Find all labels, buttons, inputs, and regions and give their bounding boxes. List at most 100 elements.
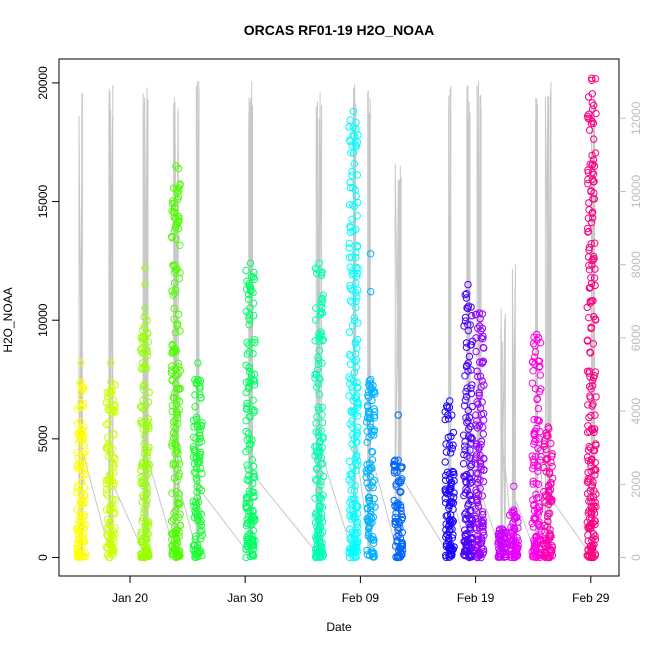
- data-point: [506, 553, 514, 561]
- data-point: [588, 297, 596, 305]
- data-point: [103, 524, 112, 532]
- data-point: [585, 523, 594, 531]
- data-point: [250, 472, 258, 480]
- data-point: [173, 185, 181, 193]
- data-point: [443, 530, 451, 539]
- data-point: [531, 543, 539, 552]
- data-point: [370, 476, 378, 485]
- data-point: [314, 360, 322, 368]
- data-point: [586, 283, 594, 292]
- data-point: [175, 397, 184, 406]
- data-point: [353, 378, 361, 387]
- data-point: [77, 546, 86, 554]
- data-point: [447, 449, 455, 457]
- data-point-outlier: [367, 250, 375, 258]
- data-point: [145, 425, 153, 433]
- data-point: [196, 434, 204, 443]
- data-point: [246, 552, 255, 561]
- data-point: [175, 406, 183, 414]
- data-point: [585, 110, 593, 119]
- data-point: [168, 402, 177, 410]
- data-point: [176, 384, 184, 393]
- data-point: [242, 553, 250, 562]
- data-point: [174, 419, 182, 428]
- data-point: [77, 417, 85, 425]
- data-point: [348, 408, 357, 417]
- data-point: [107, 502, 115, 510]
- data-point: [78, 386, 87, 394]
- data-point: [461, 446, 469, 454]
- data-point-max: [77, 378, 85, 386]
- data-point: [467, 434, 475, 442]
- data-point: [173, 410, 182, 419]
- data-point: [584, 446, 593, 454]
- data-point: [143, 448, 152, 456]
- data-point: [108, 388, 116, 396]
- data-point: [140, 508, 148, 517]
- data-point: [143, 484, 152, 492]
- data-point: [246, 304, 254, 312]
- data-point: [584, 180, 592, 188]
- data-point: [170, 346, 178, 355]
- data-point: [461, 536, 469, 545]
- data-point: [250, 268, 258, 277]
- data-point: [142, 526, 150, 534]
- data-point: [442, 499, 450, 507]
- data-point: [364, 493, 373, 502]
- data-point: [248, 456, 257, 464]
- data-point: [345, 328, 354, 336]
- data-point-max: [141, 304, 149, 312]
- data-point: [474, 372, 482, 381]
- data-point: [587, 458, 595, 466]
- data-point: [348, 253, 356, 261]
- data-point: [174, 498, 182, 507]
- data-point: [316, 437, 325, 445]
- flight-series-RF11: [441, 397, 458, 561]
- data-point: [442, 448, 451, 456]
- x-tick-label: Feb 29: [572, 591, 610, 605]
- data-point: [351, 481, 359, 490]
- data-point: [540, 442, 548, 450]
- data-point-max: [475, 309, 484, 317]
- data-point: [77, 429, 85, 437]
- data-point: [463, 529, 471, 538]
- data-point: [480, 466, 488, 474]
- data-point: [79, 537, 88, 545]
- data-point: [347, 472, 356, 480]
- data-point: [242, 361, 250, 369]
- data-point: [171, 289, 179, 297]
- data-point: [316, 494, 324, 502]
- data-point: [73, 419, 82, 428]
- data-point: [368, 550, 377, 558]
- flight-series-RF06: [242, 259, 259, 562]
- data-point: [176, 500, 184, 508]
- data-point: [191, 535, 200, 543]
- data-point: [507, 536, 515, 544]
- data-point: [171, 528, 180, 536]
- y-tick-label: 5000: [36, 425, 50, 452]
- data-point: [345, 476, 353, 484]
- data-point: [547, 547, 555, 555]
- data-point: [196, 448, 205, 457]
- data-point: [467, 469, 475, 477]
- data-point: [476, 551, 484, 559]
- data-point: [137, 553, 145, 561]
- data-point: [464, 500, 473, 508]
- data-point: [175, 513, 183, 522]
- data-point: [168, 546, 177, 555]
- data-point-max: [194, 375, 202, 384]
- data-point: [110, 508, 119, 516]
- data-point: [345, 457, 354, 465]
- data-point: [588, 117, 596, 126]
- data-point: [243, 350, 251, 358]
- x-axis-label: Date: [326, 620, 352, 634]
- data-point: [312, 545, 320, 553]
- data-point: [464, 321, 472, 329]
- data-point: [169, 184, 178, 192]
- data-point: [311, 316, 320, 324]
- data-point: [530, 539, 539, 547]
- data-point: [171, 506, 180, 515]
- data-point: [346, 506, 354, 514]
- data-point: [590, 274, 599, 282]
- data-point: [175, 363, 183, 371]
